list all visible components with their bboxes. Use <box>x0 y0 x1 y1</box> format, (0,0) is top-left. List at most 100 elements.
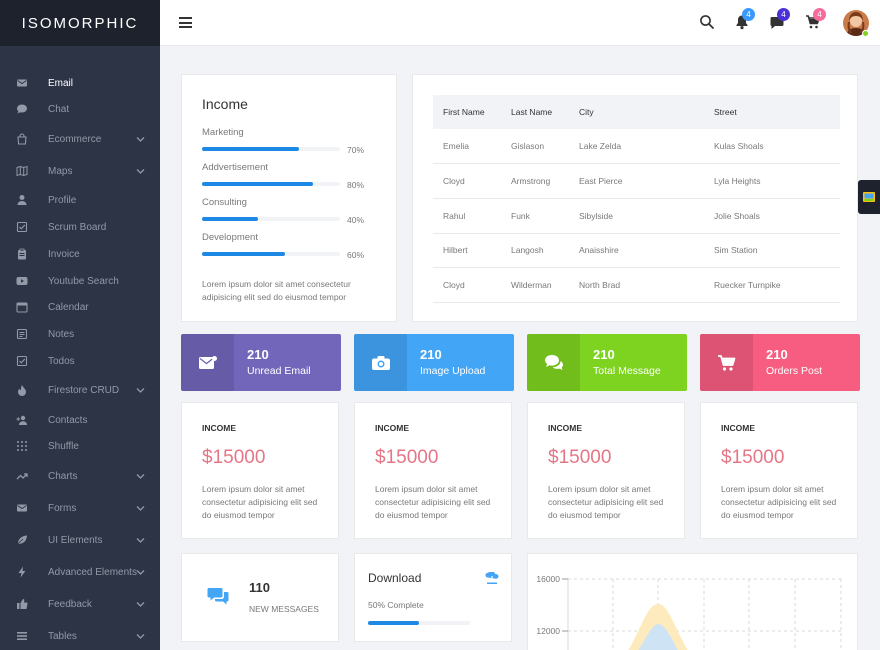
table-cell: North Brad <box>569 267 704 303</box>
table-header-row: First Name Last Name City Street <box>433 95 840 129</box>
chevron-down-icon <box>136 601 145 607</box>
table-header-cell[interactable]: First Name <box>433 95 501 129</box>
report-amount: $15000 <box>721 447 785 468</box>
flame-icon <box>16 384 28 396</box>
note-icon <box>16 328 28 340</box>
table-row[interactable]: Emelia Gislason Lake Zelda Kulas Shoals <box>433 129 840 165</box>
progress-percent: 80% <box>347 180 365 190</box>
report-amount: $15000 <box>202 447 266 468</box>
sidebar-item-youtube-search[interactable]: Youtube Search <box>0 270 160 292</box>
cart-icon[interactable]: 4 <box>805 8 826 30</box>
sidebar-item-advanced-elements[interactable]: Advanced Elements <box>0 561 160 583</box>
report-description: Lorem ipsum dolor sit amet consectetur a… <box>202 484 318 520</box>
sidebar-item-todos[interactable]: Todos <box>0 350 160 372</box>
sidebar-item-label: Forms <box>48 502 77 514</box>
clipboard-icon <box>16 248 28 260</box>
sidebar-item-label: Tables <box>48 630 77 642</box>
sidebar-item-tables[interactable]: Tables <box>0 625 160 647</box>
menu-toggle-icon[interactable] <box>179 17 192 28</box>
chevron-down-icon <box>136 505 145 511</box>
sidebar-item-scrum-board[interactable]: Scrum Board <box>0 216 160 238</box>
sidebar-item-email[interactable]: Email <box>0 72 160 94</box>
sidebar-item-chat[interactable]: Chat <box>0 98 160 120</box>
sidebar-item-ui-elements[interactable]: UI Elements <box>0 529 160 551</box>
search-icon[interactable] <box>699 14 715 30</box>
sidebar-item-label: Maps <box>48 165 73 177</box>
sidebar-item-calendar[interactable]: Calendar <box>0 296 160 318</box>
progress-label: Consulting <box>202 197 247 208</box>
sidebar-item-firestore-crud[interactable]: Firestore CRUD <box>0 379 160 401</box>
messages-count: 110 <box>249 580 270 595</box>
report-description: Lorem ipsum dolor sit amet consectetur a… <box>721 484 837 520</box>
progress-percent: 60% <box>347 250 365 260</box>
person-icon <box>16 194 28 206</box>
sticker-number: 210 <box>593 347 615 362</box>
table-header-cell[interactable]: Street <box>704 95 840 129</box>
sidebar-item-label: Notes <box>48 328 75 340</box>
sticker-widget[interactable]: 210 Unread Email <box>181 334 341 391</box>
table-row[interactable]: Cloyd Armstrong East Pierce Lyla Heights <box>433 163 840 199</box>
table-row[interactable]: Rahul Funk Sibylside Jolie Shoals <box>433 198 840 234</box>
sidebar-item-label: Charts <box>48 470 78 482</box>
progress-track <box>202 252 340 256</box>
progress-label: Addvertisement <box>202 162 269 173</box>
report-widget: INCOME $15000 Lorem ipsum dolor sit amet c… <box>527 402 685 539</box>
sidebar-item-contacts[interactable]: Contacts <box>0 409 160 431</box>
table-header-cell[interactable]: City <box>569 95 704 129</box>
progress-fill <box>202 147 300 151</box>
chart-area-series <box>638 624 678 650</box>
shopping-bag-icon <box>16 133 28 145</box>
download-widget: Download 50% Complete <box>354 553 512 642</box>
report-amount: $15000 <box>548 447 612 468</box>
report-widget: INCOME $15000 Lorem ipsum dolor sit amet c… <box>700 402 858 539</box>
sidebar-item-label: Email <box>48 77 74 89</box>
table-cell: Cloyd <box>433 267 501 303</box>
progress-track <box>202 147 340 151</box>
sticker-widget[interactable]: 210 Orders Post <box>700 334 860 391</box>
sidebar-item-invoice[interactable]: Invoice <box>0 243 160 265</box>
sidebar-item-charts[interactable]: Charts <box>0 465 160 487</box>
sidebar-item-profile[interactable]: Profile <box>0 189 160 211</box>
notification-bell-icon[interactable]: 4 <box>734 8 755 30</box>
table-cell: Cloyd <box>433 163 501 199</box>
sidebar: ISOMORPHIC Email Chat Ecommerce Maps Profile… <box>0 0 160 650</box>
table-cell: Gislason <box>501 129 569 165</box>
table-cell: Funk <box>501 198 569 234</box>
table-cell: Jolie Shoals <box>704 198 840 234</box>
table-row[interactable]: Hilbert Langosh Anaisshire Sim Station <box>433 233 840 269</box>
youtube-icon <box>16 275 28 287</box>
sticker-body: 210 Image Upload <box>407 334 485 391</box>
sidebar-item-maps[interactable]: Maps <box>0 160 160 182</box>
sticker-number: 210 <box>420 347 442 362</box>
table-cell: Sibylside <box>569 198 704 234</box>
sidebar-item-feedback[interactable]: Feedback <box>0 593 160 615</box>
sticker-widget[interactable]: 210 Total Message <box>527 334 687 391</box>
progress-percent: 70% <box>347 145 365 155</box>
sidebar-item-notes[interactable]: Notes <box>0 323 160 345</box>
chevron-down-icon <box>136 633 145 639</box>
sticker-text: Unread Email <box>247 365 311 377</box>
sticker-body: 210 Orders Post <box>753 334 822 391</box>
people-table: First Name Last Name City Street Emelia Gisl… <box>433 95 840 303</box>
chevron-down-icon <box>136 537 145 543</box>
messages-badge: 4 <box>777 8 790 21</box>
report-title: INCOME <box>375 423 409 433</box>
report-title: INCOME <box>721 423 755 433</box>
sidebar-item-shuffle[interactable]: Shuffle <box>0 435 160 457</box>
download-icon[interactable] <box>485 571 499 584</box>
app-logo[interactable]: ISOMORPHIC <box>0 0 160 46</box>
table-header-cell[interactable]: Last Name <box>501 95 569 129</box>
sidebar-item-ecommerce[interactable]: Ecommerce <box>0 128 160 150</box>
online-status-dot <box>862 30 869 37</box>
theme-switcher-tab[interactable] <box>858 180 880 214</box>
income-title: Income <box>202 96 248 112</box>
table-cell: Armstrong <box>501 163 569 199</box>
thumbs-up-icon <box>16 598 28 610</box>
table-cell: East Pierce <box>569 163 704 199</box>
sidebar-item-forms[interactable]: Forms <box>0 497 160 519</box>
sticker-widget[interactable]: 210 Image Upload <box>354 334 514 391</box>
messages-icon[interactable]: 4 <box>769 8 790 30</box>
report-widget: INCOME $15000 Lorem ipsum dolor sit amet c… <box>354 402 512 539</box>
table-row[interactable]: Cloyd Wilderman North Brad Ruecker Turnpike <box>433 267 840 303</box>
progress-fill <box>202 182 314 186</box>
